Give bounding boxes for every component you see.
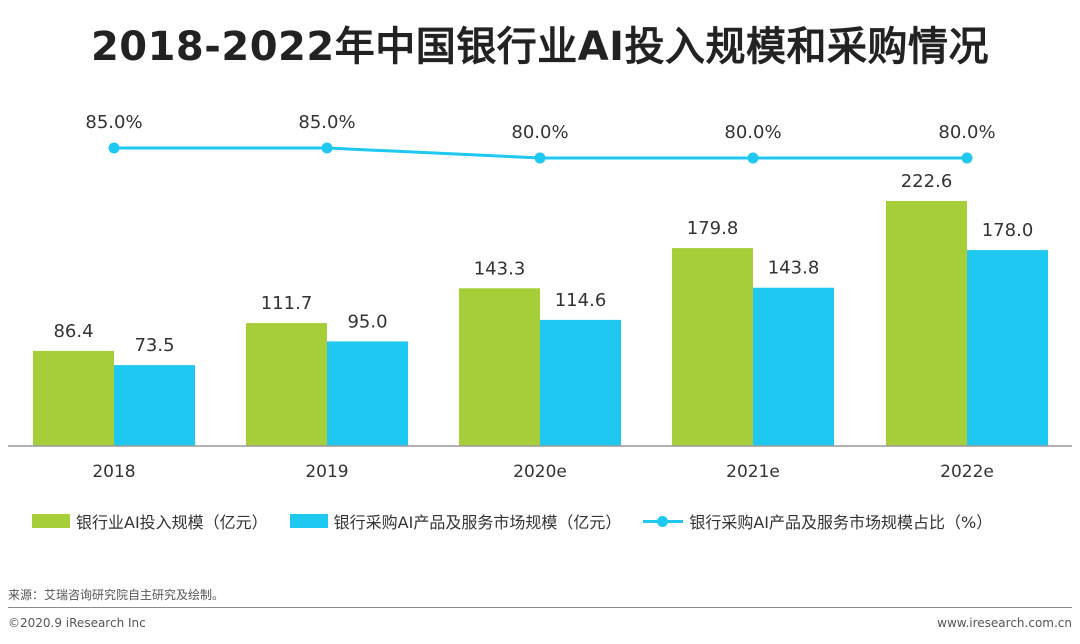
data-label-investment: 111.7 — [261, 293, 313, 314]
x-tick-group: 2018 2019 2020e 2021e 2022e — [92, 462, 994, 482]
bar-investment — [672, 248, 753, 446]
x-tick-label: 2018 — [92, 462, 135, 482]
footer-divider — [8, 607, 1072, 608]
legend-label-ratio: 银行采购AI产品及服务市场规模占比（%） — [689, 513, 993, 532]
copyright: ©2020.9 iResearch Inc — [8, 616, 146, 630]
data-label-investment: 143.3 — [474, 258, 526, 279]
bar-investment — [33, 350, 114, 446]
bar-group — [33, 201, 1048, 446]
legend-item-procurement: 银行采购AI产品及服务市场规模（亿元） — [289, 509, 622, 533]
data-label-ratio: 80.0% — [511, 122, 568, 143]
legend-label-procurement: 银行采购AI产品及服务市场规模（亿元） — [333, 513, 622, 532]
data-label-procurement: 73.5 — [134, 335, 174, 356]
bar-procurement — [753, 287, 834, 446]
bar-investment — [886, 201, 967, 446]
x-tick-label: 2022e — [940, 462, 994, 482]
legend-swatch-ratio — [643, 514, 684, 528]
legend-label-investment: 银行业AI投入规模（亿元） — [76, 513, 268, 532]
data-label-investment: 179.8 — [687, 218, 739, 239]
ratio-point — [747, 152, 759, 164]
bar-procurement — [114, 365, 195, 446]
data-label-investment: 222.6 — [901, 171, 953, 192]
bar-procurement — [540, 319, 621, 446]
ratio-line-group: 85.0% 85.0% 80.0% 80.0% 80.0% — [85, 112, 996, 164]
x-tick-label: 2020e — [513, 462, 567, 482]
bar-procurement — [967, 250, 1048, 446]
data-label-procurement: 143.8 — [768, 258, 820, 279]
data-label-investment: 86.4 — [53, 321, 93, 342]
legend: 银行业AI投入规模（亿元） 银行采购AI产品及服务市场规模（亿元） 银行采购AI… — [32, 509, 1014, 533]
ratio-point — [108, 142, 120, 154]
bar-label-group: 86.4 73.5 111.7 95.0 143.3 114.6 179.8 143.8 222… — [53, 171, 1033, 356]
chart-title: 2018-2022年中国银行业AI投入规模和采购情况 — [90, 24, 990, 70]
ratio-point — [321, 142, 333, 154]
data-label-ratio: 80.0% — [938, 122, 995, 143]
data-label-ratio: 85.0% — [85, 112, 142, 133]
x-tick-label: 2019 — [305, 462, 348, 482]
data-label-ratio: 80.0% — [724, 122, 781, 143]
ratio-point — [534, 152, 546, 164]
source-note: 来源：艾瑞咨询研究院自主研究及绘制。 — [8, 588, 225, 602]
data-label-ratio: 85.0% — [298, 112, 355, 133]
data-label-procurement: 95.0 — [347, 311, 387, 332]
data-label-procurement: 114.6 — [555, 290, 607, 311]
ratio-point — [961, 152, 973, 164]
bar-investment — [459, 288, 540, 446]
bar-investment — [246, 323, 327, 446]
legend-swatch-investment — [32, 514, 70, 528]
data-label-procurement: 178.0 — [982, 220, 1034, 241]
website: www.iresearch.com.cn — [937, 616, 1072, 630]
bar-procurement — [327, 341, 408, 446]
bar-line-chart: 86.4 73.5 111.7 95.0 143.3 114.6 179.8 143.8 222… — [8, 112, 1072, 482]
legend-swatch-procurement — [289, 514, 328, 528]
legend-item-investment: 银行业AI投入规模（亿元） — [32, 509, 268, 533]
x-tick-label: 2021e — [726, 462, 780, 482]
legend-item-ratio: 银行采购AI产品及服务市场规模占比（%） — [643, 509, 992, 533]
